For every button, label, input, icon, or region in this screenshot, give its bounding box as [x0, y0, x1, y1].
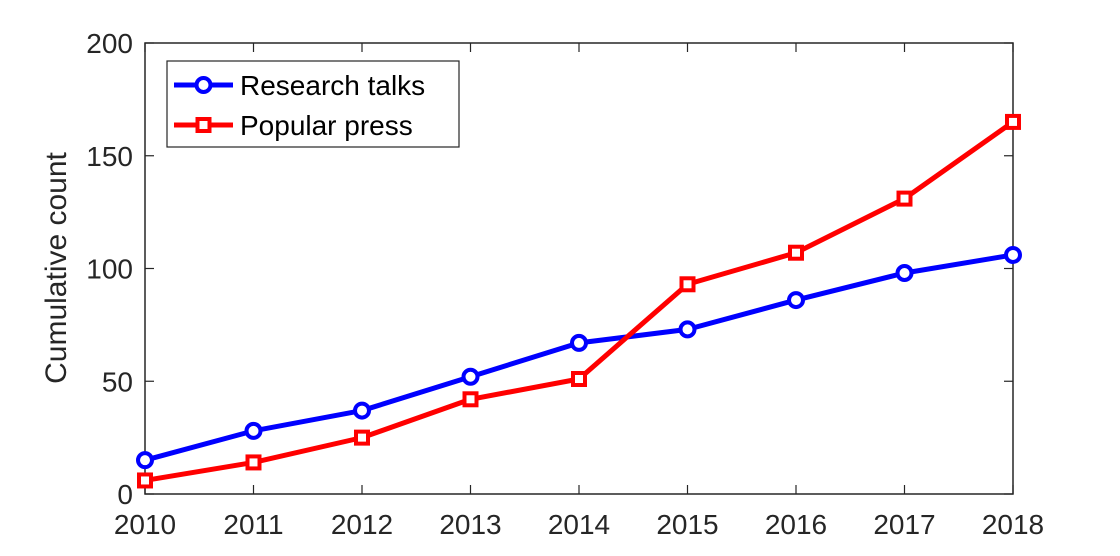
legend: Research talks Popular press [166, 60, 460, 148]
x-tick-label: 2014 [548, 509, 610, 540]
data-point [678, 320, 697, 339]
data-point [1004, 245, 1022, 264]
y-tick-label: 150 [86, 141, 133, 172]
x-tick-label: 2018 [982, 509, 1044, 540]
data-point [1005, 113, 1021, 130]
x-tick-label: 2016 [765, 509, 827, 540]
y-axis-label: Cumulative count [40, 151, 73, 383]
y-tick-label: 50 [102, 366, 133, 397]
legend-marker [195, 117, 212, 133]
legend-label: Popular press [240, 110, 413, 141]
legend-box [166, 60, 460, 148]
x-tick-label: 2012 [331, 509, 393, 540]
data-point [354, 429, 370, 446]
x-tick-label: 2010 [114, 509, 176, 540]
x-axis: 2010 2011 2012 2013 2014 2015 2016 2017 2018 [114, 43, 1044, 540]
x-tick-label: 2017 [873, 509, 935, 540]
series-layer [136, 113, 1022, 489]
data-point [462, 391, 479, 408]
y-tick-label: 200 [86, 28, 133, 59]
data-point [136, 451, 154, 470]
y-tick-label: 0 [117, 479, 133, 510]
x-tick-label: 2013 [439, 509, 501, 540]
data-point [245, 454, 262, 471]
data-point [461, 367, 480, 386]
series-research-talks [136, 245, 1022, 470]
data-point [244, 421, 263, 440]
data-point [571, 370, 587, 387]
data-point [787, 291, 805, 310]
legend-label: Research talks [240, 70, 425, 101]
data-point [788, 244, 804, 261]
y-axis: 0 50 100 150 200 [86, 28, 1013, 510]
legend-entry: Research talks [174, 70, 425, 101]
data-point [896, 190, 913, 207]
data-point [895, 264, 914, 283]
x-tick-label: 2011 [223, 509, 283, 540]
data-point [137, 472, 153, 489]
series-popular-press [137, 113, 1021, 489]
x-tick-label: 2015 [656, 509, 718, 540]
legend-entry: Popular press [174, 110, 413, 141]
data-point [679, 276, 696, 293]
legend-marker [194, 76, 213, 94]
data-point [570, 333, 588, 352]
y-tick-label: 100 [86, 254, 133, 285]
data-point [353, 401, 371, 420]
